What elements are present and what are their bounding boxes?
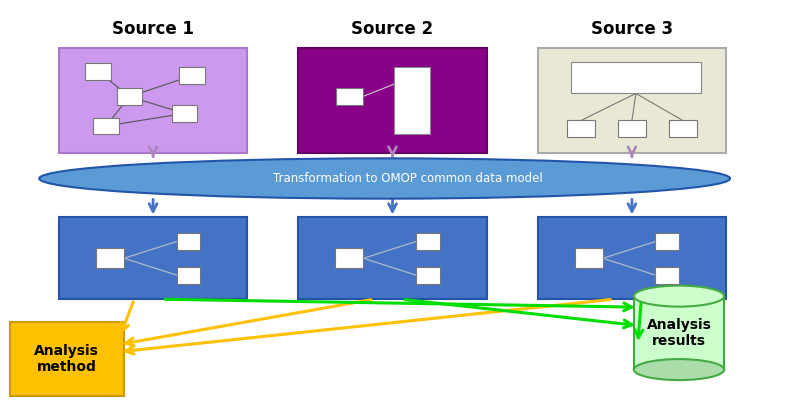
FancyBboxPatch shape [416, 233, 440, 250]
Text: Source 1: Source 1 [112, 20, 194, 38]
FancyBboxPatch shape [538, 218, 726, 299]
FancyBboxPatch shape [567, 120, 595, 136]
FancyBboxPatch shape [298, 48, 487, 153]
FancyBboxPatch shape [634, 296, 724, 370]
FancyBboxPatch shape [395, 67, 430, 134]
FancyBboxPatch shape [335, 88, 363, 105]
FancyBboxPatch shape [59, 48, 247, 153]
FancyBboxPatch shape [179, 67, 205, 84]
FancyBboxPatch shape [171, 105, 198, 122]
Text: Transformation to OMOP common data model: Transformation to OMOP common data model [273, 172, 543, 185]
FancyBboxPatch shape [669, 120, 697, 136]
Ellipse shape [633, 359, 724, 380]
FancyBboxPatch shape [571, 62, 701, 93]
FancyBboxPatch shape [96, 248, 124, 268]
FancyBboxPatch shape [117, 88, 143, 105]
FancyBboxPatch shape [538, 48, 726, 153]
Text: Source 2: Source 2 [352, 20, 433, 38]
Text: Source 3: Source 3 [591, 20, 673, 38]
FancyBboxPatch shape [655, 267, 679, 284]
FancyBboxPatch shape [177, 233, 200, 250]
FancyBboxPatch shape [655, 233, 679, 250]
FancyBboxPatch shape [59, 218, 247, 299]
FancyBboxPatch shape [619, 120, 646, 136]
FancyBboxPatch shape [93, 118, 119, 134]
FancyBboxPatch shape [298, 218, 487, 299]
FancyBboxPatch shape [335, 248, 363, 268]
FancyBboxPatch shape [177, 267, 200, 284]
FancyBboxPatch shape [416, 267, 440, 284]
FancyBboxPatch shape [85, 63, 111, 80]
FancyBboxPatch shape [10, 323, 124, 396]
Text: Analysis
results: Analysis results [647, 318, 711, 348]
Ellipse shape [39, 158, 730, 199]
FancyBboxPatch shape [575, 248, 603, 268]
Text: Analysis
method: Analysis method [35, 344, 99, 374]
Ellipse shape [633, 286, 724, 307]
